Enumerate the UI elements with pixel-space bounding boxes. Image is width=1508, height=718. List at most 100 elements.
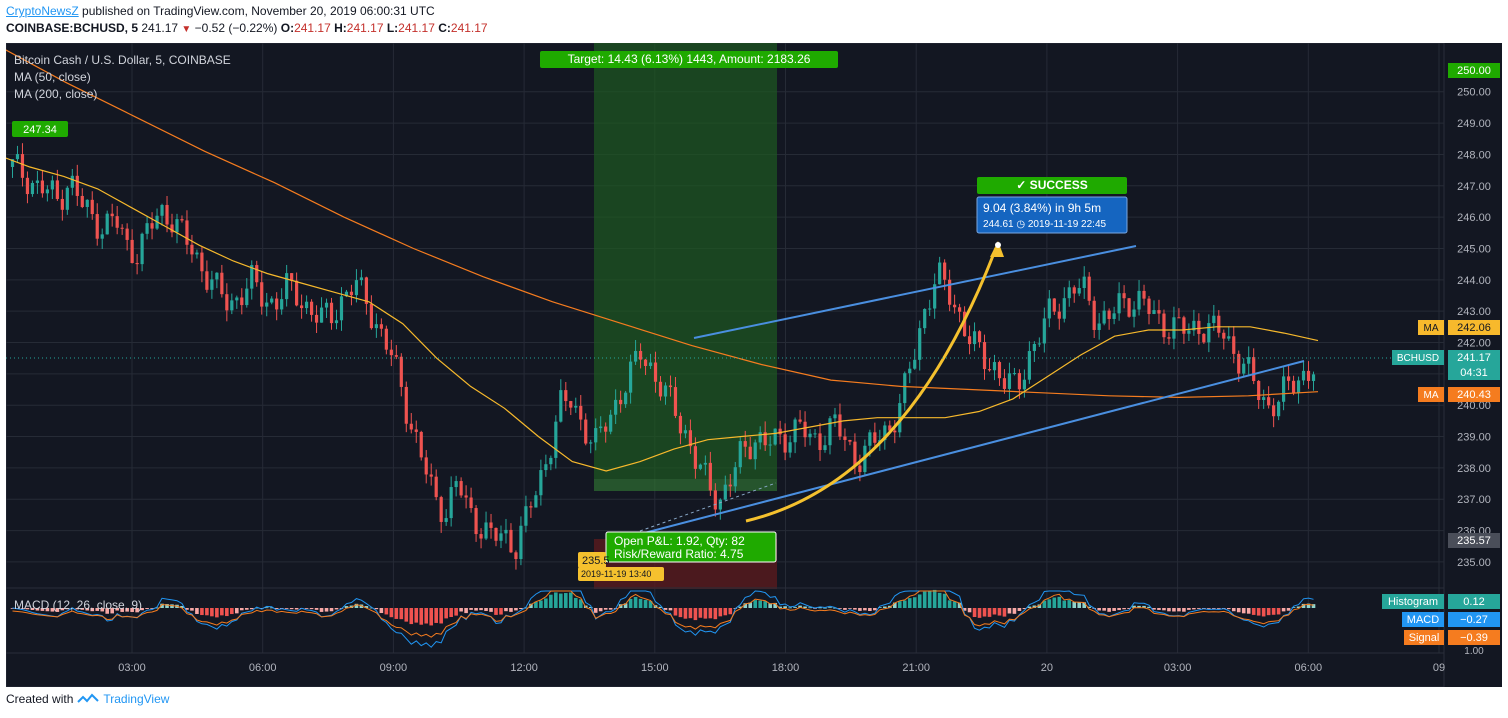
macd-histogram-bar [638, 598, 643, 608]
macd-histogram-bar [215, 608, 219, 618]
candle-body [329, 302, 334, 324]
time-tick-label: 18:00 [772, 662, 800, 674]
macd-histogram-bar [967, 608, 972, 613]
macd-histogram-bar [50, 608, 55, 612]
candle-body [15, 154, 20, 160]
candle-body [120, 227, 124, 229]
ma200-legend[interactable]: MA (200, close) [14, 87, 97, 101]
macd-histogram-bar [912, 597, 917, 608]
macd-histogram-bar [1236, 608, 1241, 613]
last-price-label: 241.17 [1457, 352, 1491, 364]
candle-body [115, 216, 119, 228]
candle-body [1127, 298, 1131, 317]
macd-histogram-bar [489, 608, 493, 612]
macd-histogram-bar [539, 600, 543, 608]
macd-histogram-bar [718, 608, 723, 617]
macd-histogram-bar [673, 608, 678, 616]
macd-histogram-bar [1167, 608, 1171, 612]
candle-body [688, 430, 693, 447]
candle-body [205, 271, 209, 290]
macd-histogram-bar [1162, 608, 1166, 611]
macd-histogram-bar [369, 607, 374, 609]
candle-body [1067, 287, 1071, 299]
candle-body [1207, 323, 1211, 343]
candle-body [888, 425, 892, 431]
candle-body [414, 429, 418, 432]
candle-body [1092, 300, 1096, 330]
candle-body [828, 418, 832, 446]
price-tick-label: 249.00 [1457, 118, 1491, 130]
candle-body [908, 368, 912, 374]
macd-histogram-bar [1286, 608, 1291, 611]
macd-histogram-bar [529, 603, 533, 608]
macd-histogram-bar [1077, 602, 1082, 608]
macd-histogram-bar [1291, 607, 1296, 608]
macd-legend[interactable]: MACD (12, 26, close, 9) [14, 598, 142, 612]
macd-histogram-bar [828, 607, 832, 609]
stop-price-badge [1448, 533, 1500, 548]
macd-histogram-bar [563, 593, 568, 608]
ma50-tag [1418, 320, 1444, 335]
candle-body [419, 431, 423, 458]
candle-body [1227, 336, 1231, 339]
low-value: 241.17 [398, 21, 435, 35]
candle-body [628, 361, 633, 393]
candle-body [883, 425, 887, 441]
time-tick-label: 12:00 [510, 662, 538, 674]
target-zone-lower [594, 479, 777, 491]
macd-histogram-bar [1102, 608, 1106, 611]
macd-histogram-bar [892, 602, 897, 608]
macd-histogram-bar [1137, 605, 1141, 608]
price-tick-label: 235.00 [1457, 557, 1491, 569]
candle-body [728, 484, 732, 487]
macd-histogram-bar [274, 608, 279, 609]
candle-body [70, 175, 74, 188]
candle-body [648, 362, 653, 366]
stop-price-label: 235.57 [1457, 535, 1491, 547]
macd-histogram-bar [698, 608, 703, 618]
candle-body [389, 349, 393, 356]
candle-body [1252, 357, 1256, 381]
candle-body [668, 385, 673, 388]
macd-histogram-bar [907, 598, 912, 608]
macd-histogram-bar [264, 607, 269, 609]
macd-histogram-bar [608, 608, 613, 610]
macd-histogram-bar [573, 597, 578, 608]
candle-body [997, 362, 1002, 379]
ma50-line [6, 157, 1319, 472]
candle-body [683, 430, 688, 434]
candle-body [1182, 317, 1186, 334]
candle-body [1087, 276, 1091, 301]
candle-body [574, 405, 578, 408]
candle-body [633, 350, 638, 362]
macd-histogram-bar [519, 608, 523, 610]
macd-histogram-bar [160, 603, 164, 608]
ma50-legend[interactable]: MA (50, close) [14, 70, 91, 84]
candle-body [713, 490, 717, 510]
projection-curve [745, 247, 998, 523]
macd-histogram-bar [259, 608, 264, 609]
macd-histogram-bar [723, 608, 728, 616]
price-chart[interactable]: 235.00236.00237.00238.00239.00240.00241.… [6, 43, 1502, 687]
macd-histogram-bar [972, 608, 977, 617]
candle-body [125, 228, 129, 240]
macd-histogram-bar [439, 608, 443, 624]
macd-histogram-bar [1107, 608, 1111, 612]
macd-histogram-bar [554, 592, 558, 608]
macd-histogram-bar [977, 608, 982, 618]
tradingview-link[interactable]: TradingView [103, 692, 170, 706]
candle-body [1052, 298, 1056, 312]
candle-body [773, 428, 777, 445]
macd-histogram-bar [230, 608, 234, 615]
candle-body [708, 462, 712, 491]
candle-body [903, 373, 907, 404]
macd-histogram-bar [429, 608, 434, 626]
candle-body [938, 262, 942, 285]
candle-body [474, 508, 478, 535]
author-link[interactable]: CryptoNewsZ [6, 4, 79, 18]
candle-body [589, 442, 593, 444]
candle-body [494, 527, 498, 541]
candle-body [1117, 293, 1121, 314]
macd-histogram-bar [902, 600, 907, 608]
candle-body [1296, 380, 1301, 393]
